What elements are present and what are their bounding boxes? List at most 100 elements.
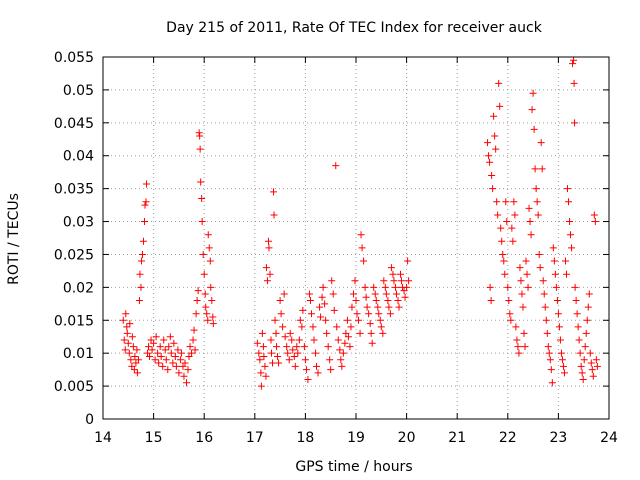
data-point — [528, 106, 536, 114]
data-point — [285, 356, 293, 364]
data-point — [275, 359, 283, 367]
data-point — [521, 343, 529, 351]
y-tick-label: 0.05 — [63, 83, 94, 99]
data-point — [358, 244, 366, 252]
data-point — [366, 320, 374, 328]
data-point — [271, 316, 279, 324]
x-tick-label: 23 — [549, 430, 567, 446]
data-point — [384, 297, 392, 305]
data-point — [502, 198, 510, 206]
data-point — [184, 366, 192, 374]
y-tick-label: 0.035 — [54, 182, 94, 198]
data-point — [355, 316, 363, 324]
data-point — [352, 297, 360, 305]
y-tick-label: 0.02 — [63, 280, 94, 296]
data-point — [172, 362, 180, 370]
data-point — [588, 366, 596, 374]
data-point — [135, 297, 143, 305]
data-point — [571, 119, 579, 127]
tick-marks — [102, 56, 610, 420]
chart-title: Day 215 of 2011, Rate Of TEC Index for r… — [166, 20, 543, 36]
x-tick-label: 15 — [145, 430, 163, 446]
data-point — [312, 349, 320, 357]
data-point — [301, 356, 309, 364]
data-point — [509, 237, 517, 245]
x-tick-labels: 14 15 16 17 18 19 20 21 22 23 24 — [94, 430, 618, 446]
data-point — [174, 346, 182, 354]
data-point — [151, 356, 159, 364]
x-tick-label: 18 — [296, 430, 314, 446]
data-point — [537, 139, 545, 147]
data-point — [339, 349, 347, 357]
data-point — [317, 313, 325, 321]
y-tick-label: 0.03 — [63, 215, 94, 231]
data-point — [525, 204, 533, 212]
data-point — [122, 310, 130, 318]
data-point — [560, 369, 568, 377]
data-point — [161, 346, 169, 354]
y-axis-title: ROTI / TECUs — [6, 193, 22, 285]
data-point — [262, 372, 270, 380]
data-point — [397, 270, 405, 278]
data-point — [506, 310, 514, 318]
data-point — [146, 352, 154, 360]
data-point — [540, 290, 548, 298]
data-point — [209, 320, 217, 328]
data-point — [536, 264, 544, 272]
data-point — [198, 195, 206, 203]
data-point — [274, 352, 282, 360]
data-point — [326, 356, 334, 364]
data-point — [138, 250, 146, 258]
data-point — [294, 349, 302, 357]
x-axis-title: GPS time / hours — [295, 459, 412, 475]
x-tick-label: 17 — [246, 430, 264, 446]
data-point — [516, 264, 524, 272]
data-point — [498, 237, 506, 245]
data-point — [202, 303, 210, 311]
x-tick-label: 22 — [499, 430, 517, 446]
data-point — [556, 336, 564, 344]
data-point — [131, 352, 139, 360]
data-point — [208, 297, 216, 305]
data-point — [283, 343, 291, 351]
data-point — [330, 306, 338, 314]
data-point — [493, 198, 501, 206]
y-tick-label: 0 — [85, 412, 94, 428]
data-point — [356, 329, 364, 337]
data-point — [344, 333, 352, 341]
data-point — [329, 290, 337, 298]
data-point — [190, 326, 198, 334]
data-point — [321, 300, 329, 308]
data-point — [368, 339, 376, 347]
data-point — [558, 356, 566, 364]
data-point — [533, 198, 541, 206]
data-point — [156, 343, 164, 351]
data-point — [582, 329, 590, 337]
data-point — [499, 250, 507, 258]
data-point — [401, 293, 409, 301]
data-point — [280, 290, 288, 298]
data-point — [123, 323, 131, 331]
data-point — [267, 349, 275, 357]
data-point — [337, 356, 345, 364]
data-point — [260, 352, 268, 360]
data-point — [134, 356, 142, 364]
data-point — [154, 349, 162, 357]
data-point — [316, 303, 324, 311]
data-point — [542, 316, 550, 324]
data-point — [176, 356, 184, 364]
data-point — [137, 257, 145, 265]
data-point — [128, 333, 136, 341]
data-point — [389, 270, 397, 278]
data-point — [510, 198, 518, 206]
data-point — [130, 366, 138, 374]
data-point — [277, 310, 285, 318]
data-point — [488, 171, 496, 179]
data-point — [181, 359, 189, 367]
data-point — [570, 56, 578, 64]
data-point — [591, 218, 599, 226]
data-point — [270, 211, 278, 219]
data-point — [361, 283, 369, 291]
data-point — [296, 316, 304, 324]
